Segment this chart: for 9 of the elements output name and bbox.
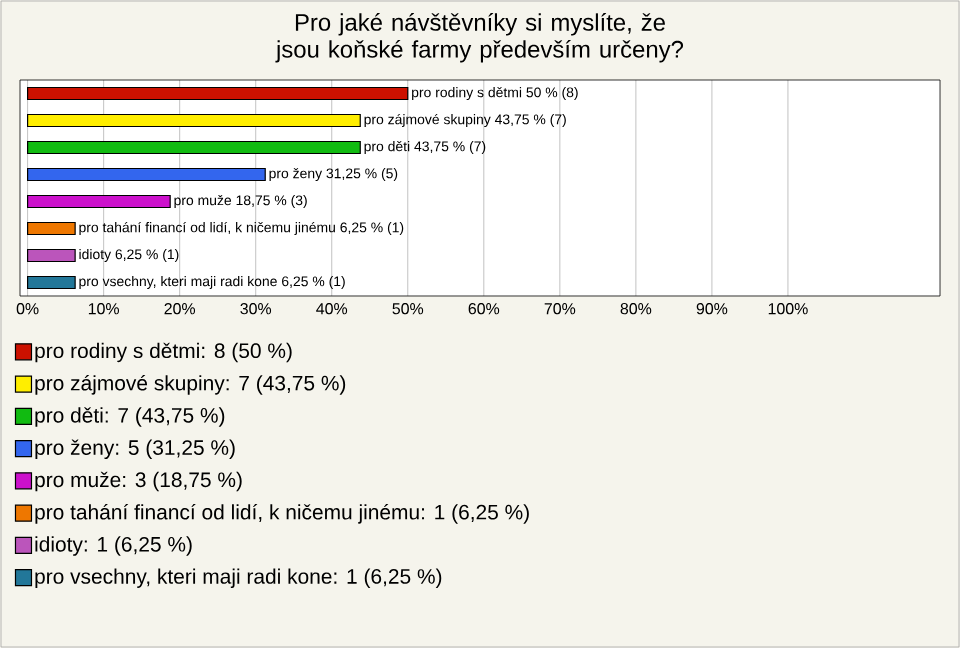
legend-label: pro vsechny, kteri maji radi kone: 1 (6,25 %): [35, 568, 442, 588]
chart-title: Pro jaké návštěvníky si myslíte, že jsou koňské farmy především určeny?: [275, 13, 684, 63]
legend-label: pro rodiny s dětmi: 8 (50 %): [35, 342, 292, 363]
legend-label: idioty: 1 (6,25 %): [35, 536, 192, 556]
legend-label: pro ženy: 5 (31,25 %): [35, 439, 235, 460]
legend-label: pro zájmové skupiny: 7 (43,75 %): [35, 374, 346, 395]
legend-label: pro muže: 3 (18,75 %): [35, 471, 242, 492]
legend-label: pro tahání financí od lidí, k ničemu jinému: 1 (6,25 %): [35, 503, 529, 524]
legend-label: pro děti: 7 (43,75 %): [35, 407, 225, 427]
